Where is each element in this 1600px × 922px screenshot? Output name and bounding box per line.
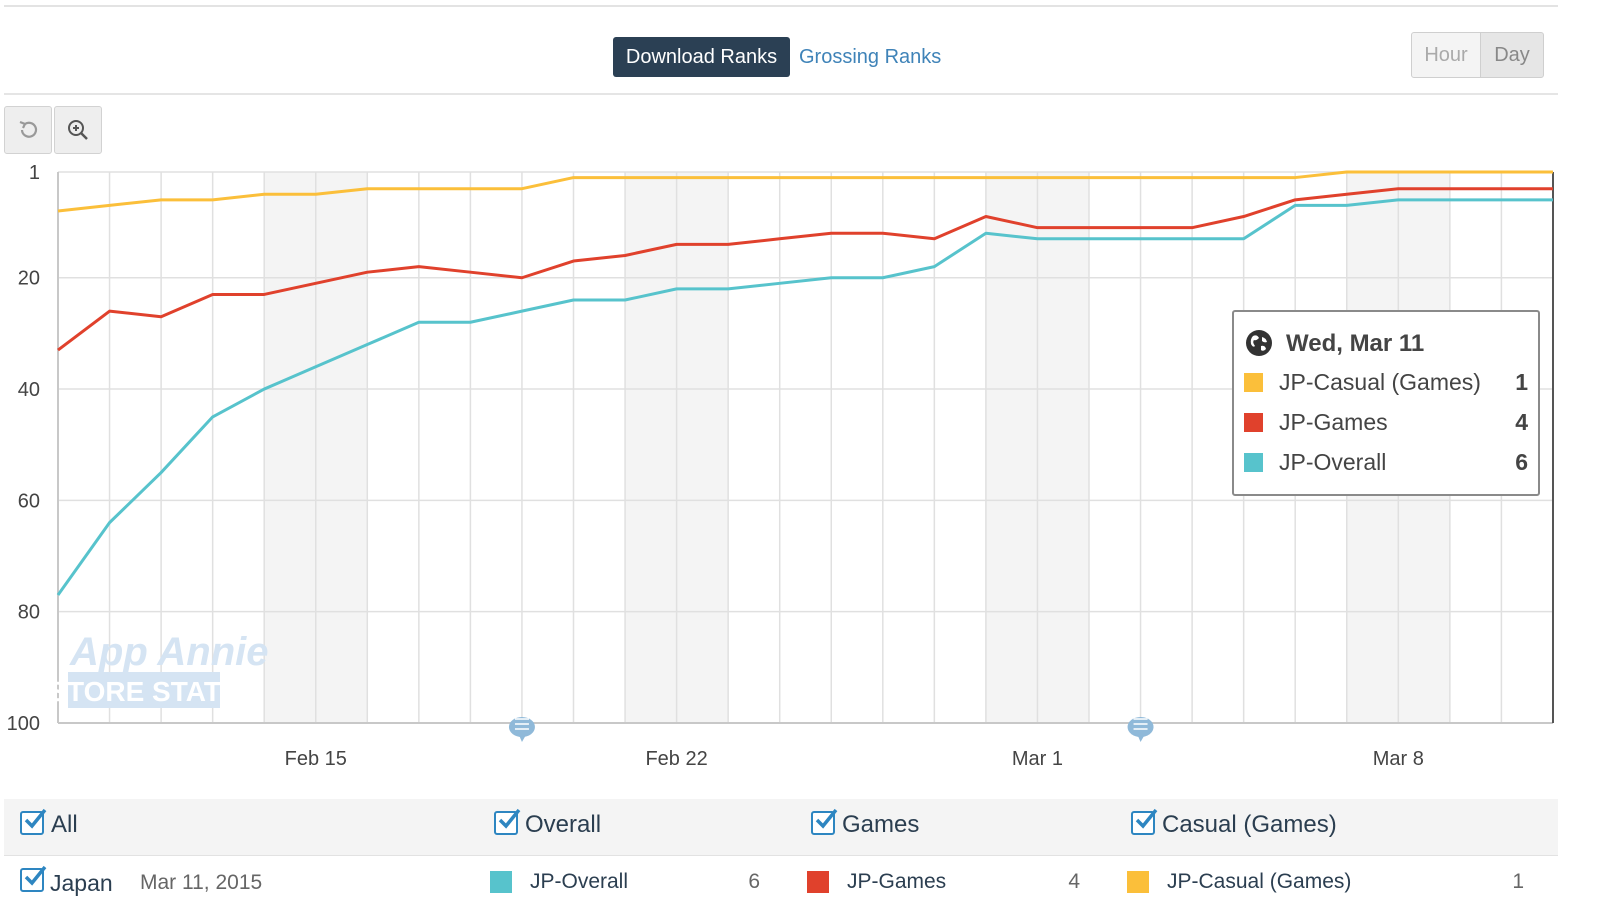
tooltip-row: JP-Casual (Games) 1: [1244, 367, 1528, 397]
chart-header: Download Ranks Grossing Ranks Hour Day: [4, 7, 1558, 95]
hour-toggle[interactable]: Hour: [1411, 32, 1481, 78]
watermark-box: [68, 672, 220, 708]
check-icon: [24, 865, 47, 886]
overall-series-name: JP-Overall: [530, 870, 629, 893]
series-swatch: [1127, 871, 1149, 893]
series-line: [57, 170, 1553, 213]
zoom-button[interactable]: [54, 106, 102, 154]
y-tick-label: 100: [7, 713, 40, 735]
overall-checkbox[interactable]: [494, 808, 521, 835]
y-tick-label: 20: [18, 268, 40, 290]
tooltip-date: Wed, Mar 11: [1286, 330, 1425, 357]
series-swatch: [1244, 373, 1263, 392]
tab-grossing-ranks[interactable]: Grossing Ranks: [799, 46, 942, 68]
y-tick-label: 80: [18, 602, 40, 624]
check-icon: [498, 808, 521, 829]
comment-icon: [508, 717, 535, 737]
check-icon: [24, 808, 47, 829]
check-icon: [815, 808, 838, 829]
undo-icon: [19, 120, 38, 138]
y-tick-label: 1: [29, 162, 40, 184]
x-tick-label: Mar 8: [1373, 748, 1424, 770]
comment-icon: [1127, 717, 1154, 737]
tooltip-row: JP-Games 4: [1244, 407, 1528, 437]
tooltip-series-name: JP-Casual (Games): [1279, 369, 1481, 395]
tooltip-row: JP-Overall 6: [1244, 447, 1528, 477]
country-row: Japan Mar 11, 2015 JP-Overall 6 JP-Games…: [4, 856, 1558, 906]
top-border: [4, 5, 1558, 7]
all-label: All: [51, 811, 78, 838]
tooltip-series-name: JP-Games: [1279, 409, 1388, 435]
x-tick-label: Feb 15: [285, 748, 347, 770]
series-filter-bar: All Overall Games Casual (Games): [4, 799, 1558, 856]
casual-series-value: 1: [1512, 870, 1524, 893]
comment-icon: [1137, 735, 1145, 742]
japan-checkbox[interactable]: [20, 865, 47, 892]
rank-chart[interactable]: 1 20 40 60 80 100 Feb 15 Feb 22 Mar 1 Mar 8 App …: [0, 150, 1600, 790]
y-tick-label: 40: [18, 379, 40, 401]
games-label: Games: [842, 811, 920, 838]
series-swatch: [490, 871, 512, 893]
series-swatch: [807, 871, 829, 893]
day-toggle[interactable]: Day: [1480, 32, 1544, 78]
overall-label: Overall: [525, 811, 602, 838]
tooltip-series-value: 1: [1515, 369, 1528, 395]
casual-series-name: JP-Casual (Games): [1167, 870, 1352, 893]
tooltip-series-value: 4: [1515, 409, 1528, 435]
series-line: [57, 187, 1553, 352]
series-swatch: [1244, 413, 1263, 432]
tooltip-series-name: JP-Overall: [1279, 449, 1387, 475]
series-swatch: [1244, 453, 1263, 472]
watermark-logo: App Annie: [69, 630, 269, 674]
games-checkbox[interactable]: [811, 808, 838, 835]
overall-series-value: 6: [748, 870, 760, 893]
x-tick-label: Mar 1: [1012, 748, 1063, 770]
comment-icon: [518, 735, 526, 742]
reset-button[interactable]: [4, 106, 52, 154]
games-series-value: 4: [1068, 870, 1080, 893]
check-icon: [1135, 808, 1158, 829]
tooltip-series-value: 6: [1515, 449, 1528, 475]
y-tick-label: 60: [18, 490, 40, 512]
country-name: Japan: [50, 870, 113, 896]
casual-checkbox[interactable]: [1131, 808, 1158, 835]
country-date: Mar 11, 2015: [140, 871, 263, 894]
games-series-name: JP-Games: [847, 870, 947, 893]
zoom-in-icon: [68, 120, 88, 140]
casual-label: Casual (Games): [1162, 811, 1337, 838]
series-line: [56, 198, 1553, 596]
watermark-logo: STORE STATS: [48, 676, 239, 707]
chart-tooltip: Wed, Mar 11 JP-Casual (Games) 1 JP-Games…: [1232, 310, 1540, 496]
all-checkbox[interactable]: [20, 808, 47, 835]
tab-download-ranks[interactable]: Download Ranks: [613, 37, 790, 77]
globe-icon: [1246, 330, 1272, 356]
x-tick-label: Feb 22: [645, 748, 707, 770]
